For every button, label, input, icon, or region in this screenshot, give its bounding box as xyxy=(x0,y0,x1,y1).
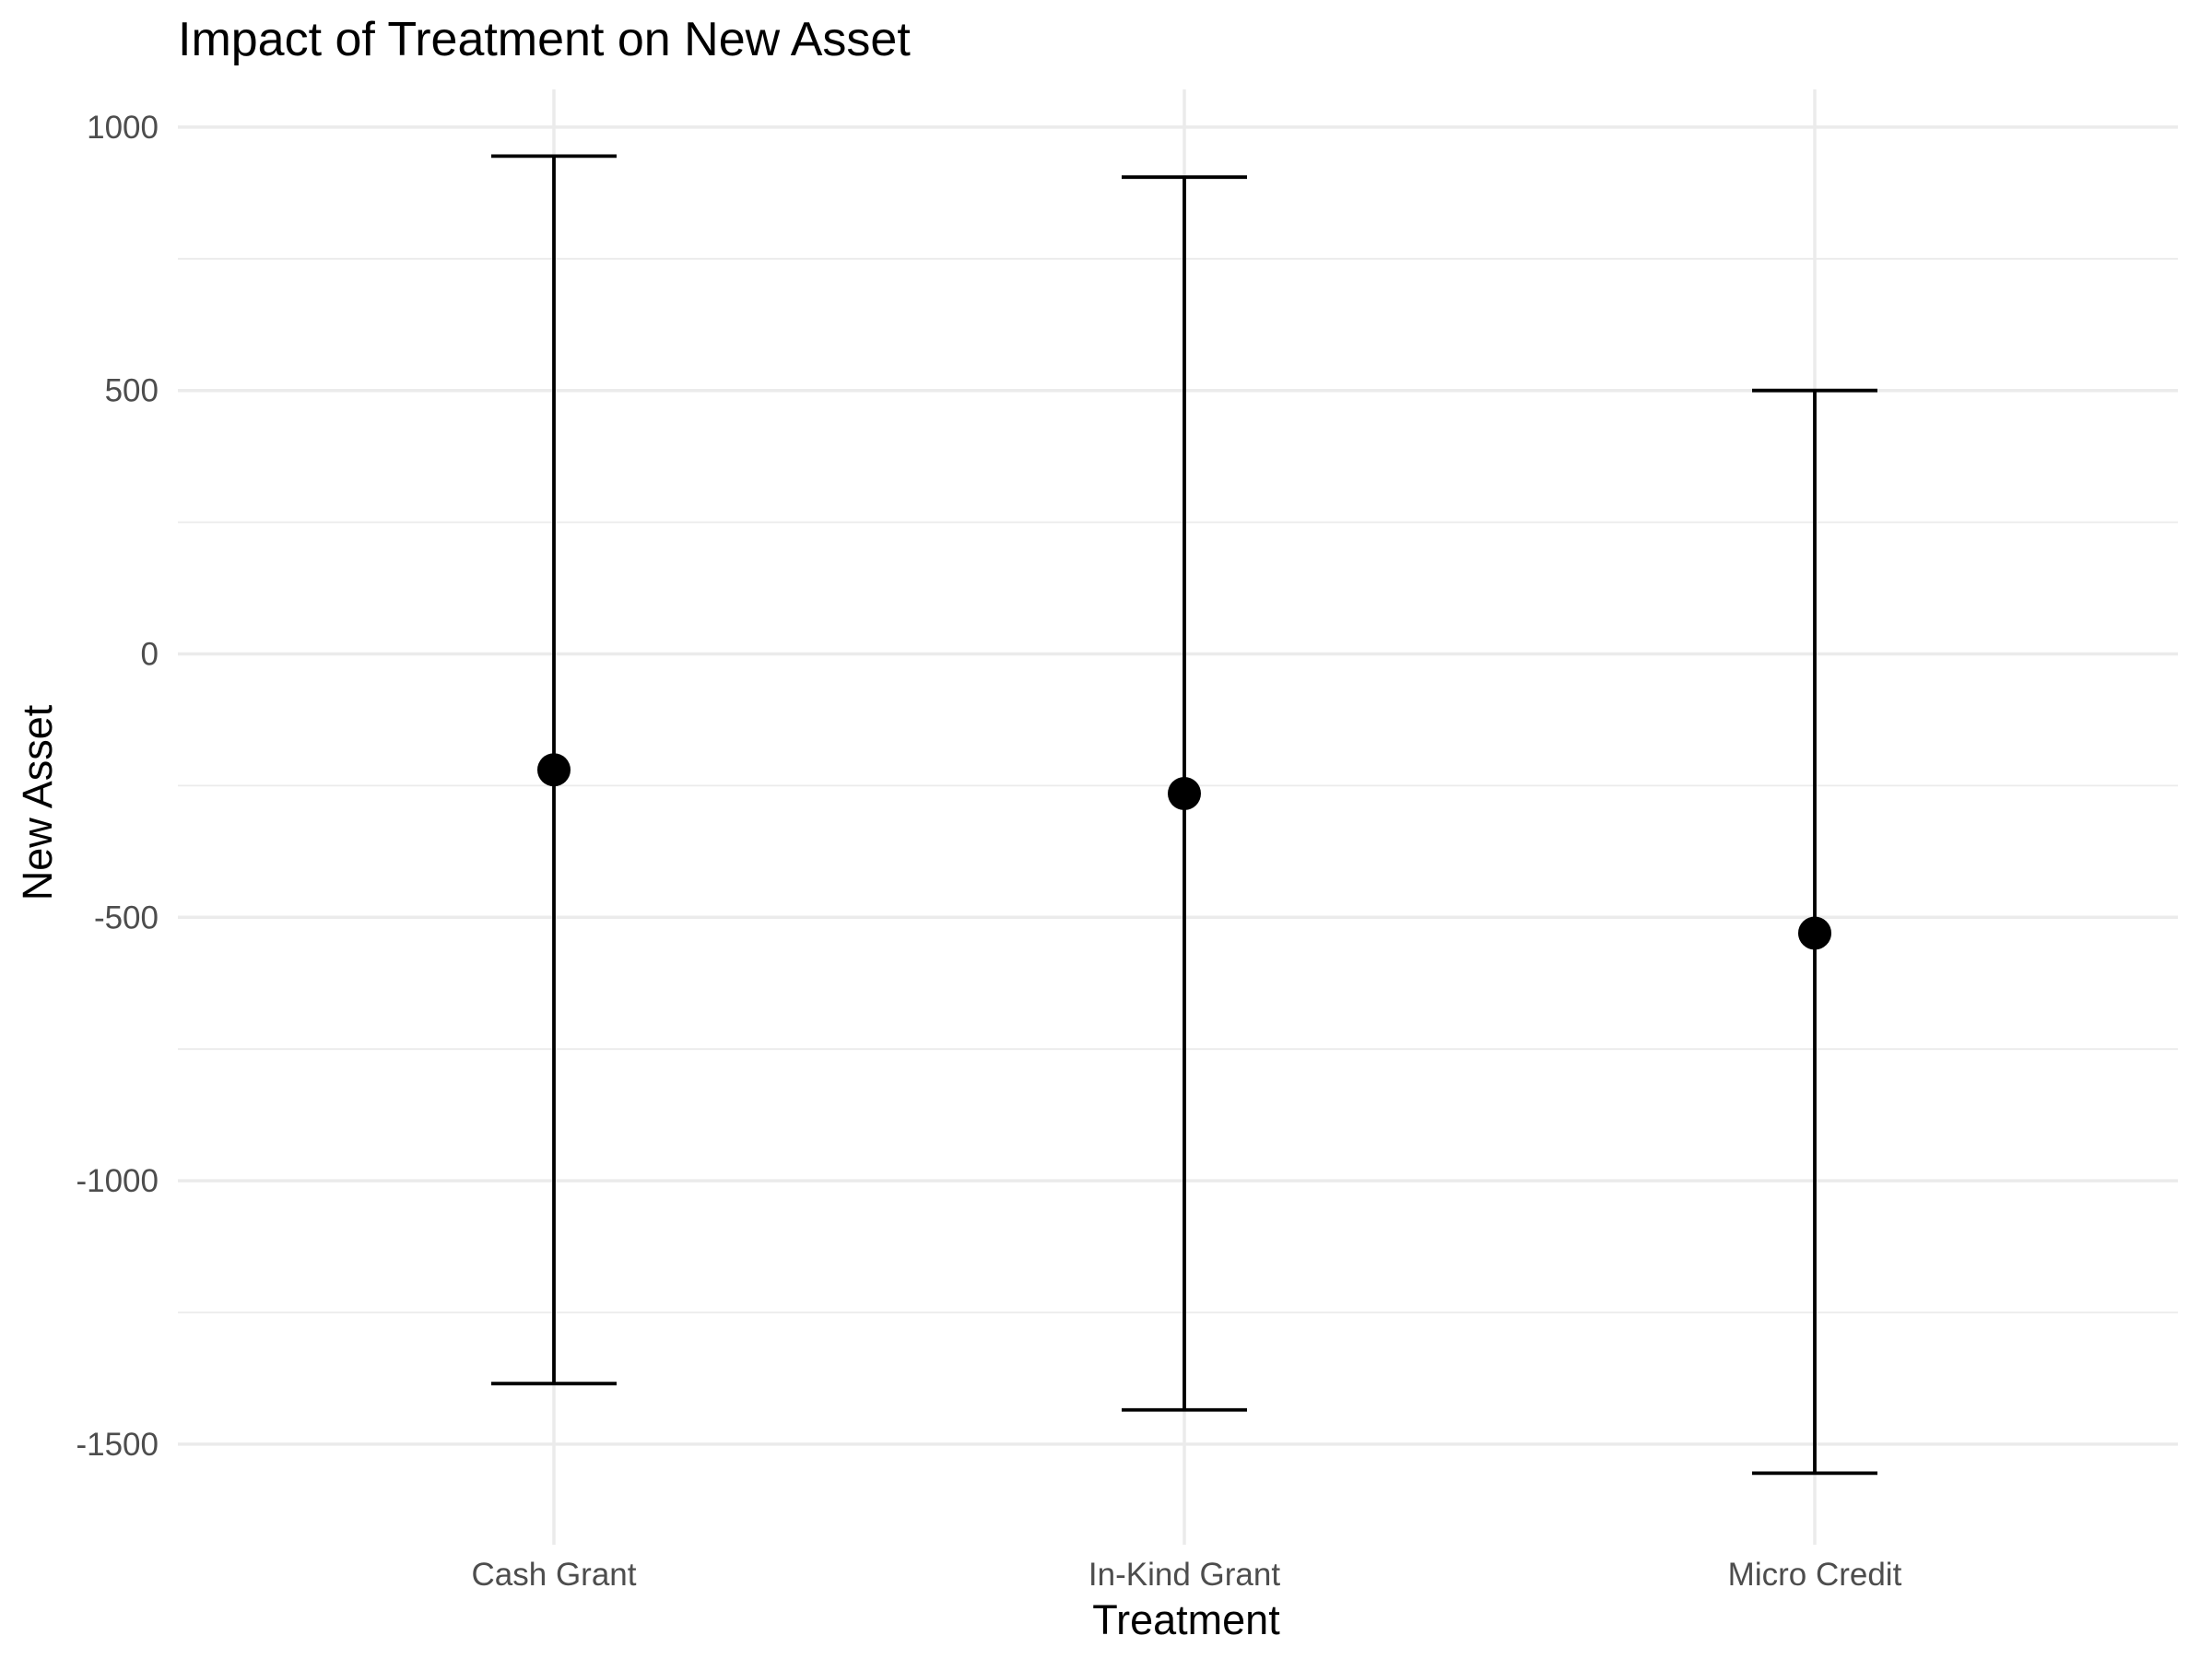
x-axis-title: Treatment xyxy=(1092,1596,1280,1643)
chart-title: Impact of Treatment on New Asset xyxy=(178,13,911,66)
x-tick-label: Cash Grant xyxy=(472,1557,637,1593)
y-tick-label: 500 xyxy=(105,373,159,409)
x-tick-label: Micro Credit xyxy=(1728,1557,1902,1593)
chart-marks xyxy=(491,154,1877,1476)
y-tick-label: -1500 xyxy=(76,1427,159,1463)
grid xyxy=(178,89,2178,1545)
y-tick-label: -1000 xyxy=(76,1163,159,1199)
y-tick-label: 1000 xyxy=(87,110,159,146)
estimate-point xyxy=(537,753,571,787)
x-axis-ticks: Cash Grant In-Kind Grant Micro Credit xyxy=(472,1557,1902,1593)
estimate-point xyxy=(1168,776,1201,810)
y-tick-label: 0 xyxy=(141,637,159,673)
estimate-point xyxy=(1798,916,1831,950)
y-axis-title: New Asset xyxy=(14,704,61,900)
y-tick-label: -500 xyxy=(94,900,159,935)
y-axis-ticks: -1500 -1000 -500 0 500 1000 xyxy=(76,110,159,1463)
x-tick-label: In-Kind Grant xyxy=(1088,1557,1280,1593)
